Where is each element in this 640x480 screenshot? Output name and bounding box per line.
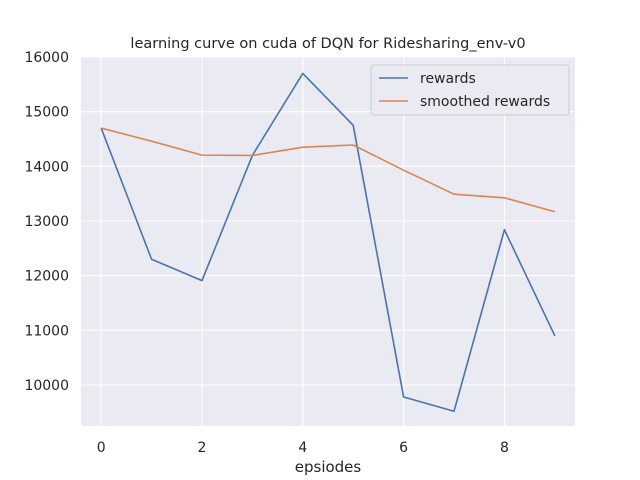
y-tick-label: 12000: [24, 269, 69, 285]
y-tick-label: 11000: [24, 323, 69, 339]
series-line-rewards: [100, 72, 556, 413]
y-tick-label: 13000: [24, 214, 69, 230]
legend: rewards smoothed rewards: [370, 64, 570, 116]
x-tick-label: 2: [198, 440, 207, 456]
tick-labels: 0 2 4 6 8 10000 11000 12000 13000 14000 15000 16000: [24, 50, 508, 456]
x-tick-label: 8: [500, 440, 509, 456]
x-tick-label: 0: [97, 440, 106, 456]
chart-title: learning curve on cuda of DQN for Ridesh…: [130, 36, 525, 52]
y-tick-label: 15000: [24, 105, 69, 121]
legend-entry-label: rewards: [420, 71, 476, 87]
x-tick-label: 4: [298, 440, 307, 456]
y-tick-label: 10000: [24, 378, 69, 394]
legend-entry-label: smoothed rewards: [420, 94, 550, 110]
y-tick-label: 14000: [24, 159, 69, 175]
y-tick-label: 16000: [24, 50, 69, 66]
series-line-smoothed-rewards: [100, 127, 556, 213]
x-axis-label: epsiodes: [295, 458, 362, 476]
plot-area: [81, 57, 575, 426]
series-lines: [100, 72, 556, 413]
legend-box: [370, 64, 570, 116]
x-tick-label: 6: [399, 440, 408, 456]
